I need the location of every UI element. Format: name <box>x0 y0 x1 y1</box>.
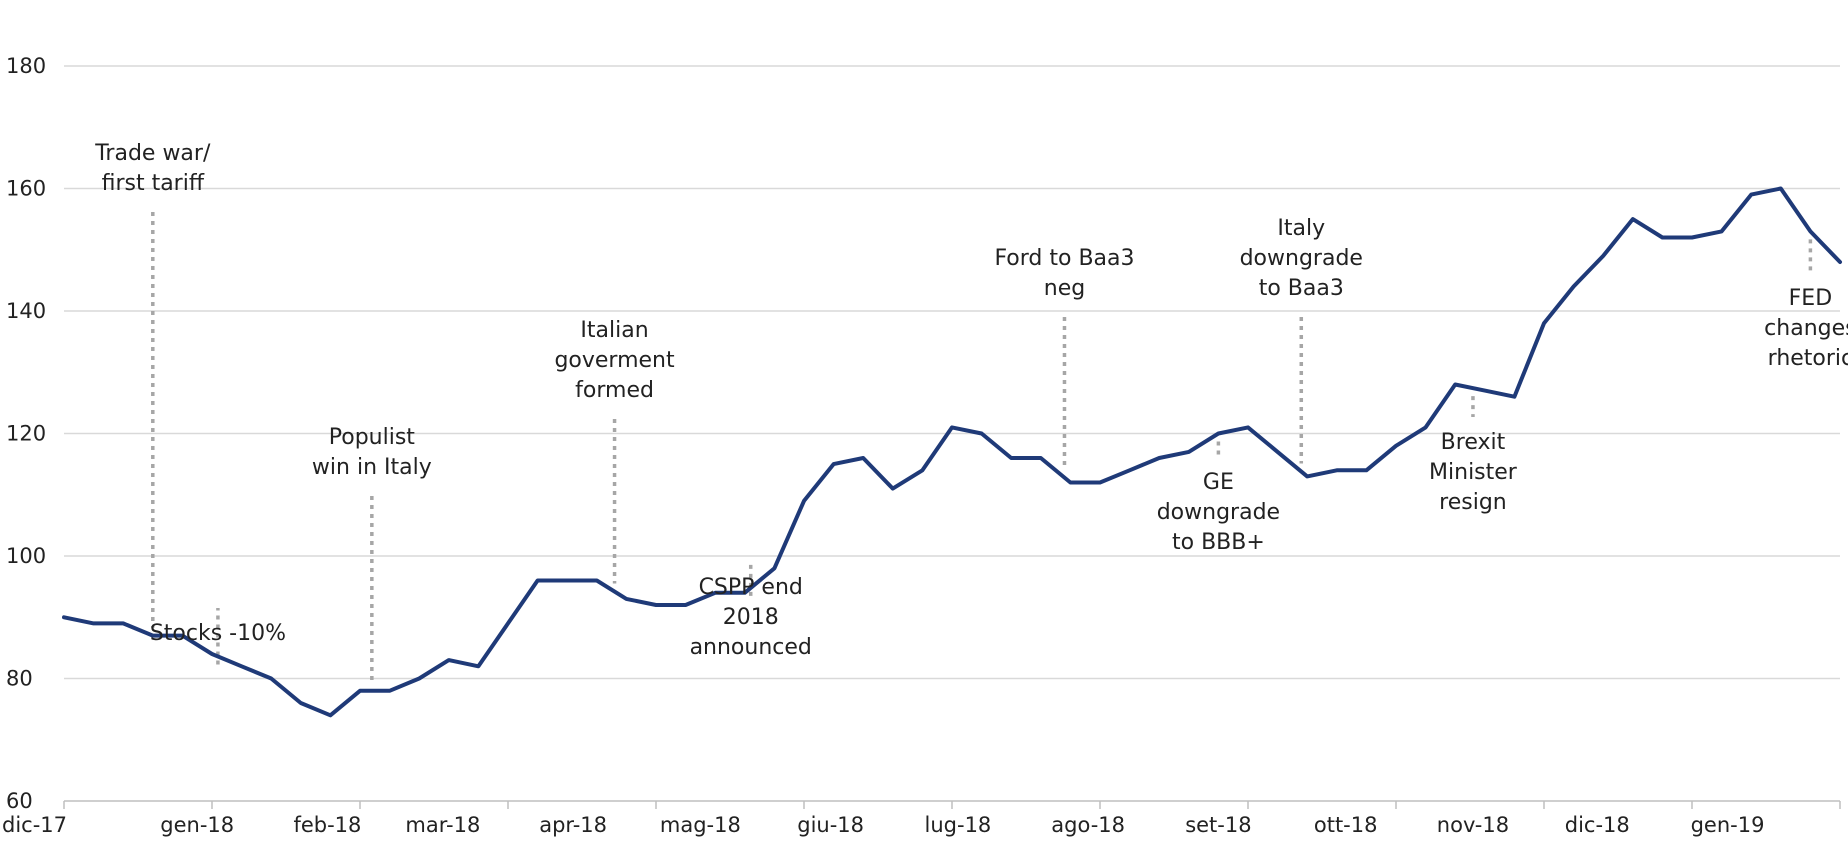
annotation-label: neg <box>1044 276 1085 301</box>
annotation-label: Minister <box>1429 460 1518 485</box>
annotation-label: rhetoric <box>1768 346 1848 371</box>
annotation-label: changes <box>1764 316 1848 341</box>
x-tick-label-ago-18: ago-18 <box>1051 813 1125 837</box>
x-tick-label-dic-18: dic-18 <box>1565 813 1630 837</box>
x-tick-label-mag-18: mag-18 <box>660 813 741 837</box>
x-tick-label-ott-18: ott-18 <box>1314 813 1378 837</box>
x-tick-label-giu-18: giu-18 <box>797 813 864 837</box>
y-tick-label-100: 100 <box>6 544 46 568</box>
annotation-label: announced <box>690 635 812 660</box>
annotation-label: first tariff <box>102 171 205 196</box>
gridlines <box>64 65 1840 680</box>
x-tick-label-nov-18: nov-18 <box>1437 813 1509 837</box>
annotation-label: Italian <box>580 318 648 343</box>
annotation-label: 2018 <box>723 605 779 630</box>
annotation-label: Stocks -10% <box>150 621 286 646</box>
annotation-label: GE <box>1203 470 1234 495</box>
annotation-label: Ford to Baa3 <box>994 246 1134 271</box>
x-tick-label-gen-18: gen-18 <box>160 813 234 837</box>
y-tick-label-180: 180 <box>6 54 46 78</box>
annotation-label: Brexit <box>1441 430 1506 455</box>
x-tick-label-apr-18: apr-18 <box>539 813 607 837</box>
annotation-label: Populist <box>329 425 416 450</box>
y-axis-ticks: 60 80 100 120 140 160 180 <box>6 54 46 813</box>
x-tick-label-lug-18: lug-18 <box>925 813 992 837</box>
annotation-label: to BBB+ <box>1172 530 1265 555</box>
annotation-label: FED <box>1789 286 1833 311</box>
annotation-label: Trade war/ <box>94 141 211 166</box>
y-tick-label-80: 80 <box>6 667 33 691</box>
annotation-label: resign <box>1439 490 1507 515</box>
annotation-label: formed <box>575 378 654 403</box>
series-layer <box>62 186 1842 718</box>
annotations: Trade war/first tariff Stocks -10% Populis… <box>94 141 1848 660</box>
series-line <box>62 186 1842 718</box>
x-tick-label-feb-18: feb-18 <box>293 813 361 837</box>
y-tick-label-60: 60 <box>6 789 33 813</box>
y-tick-label-140: 140 <box>6 299 46 323</box>
annotation-label: Italy <box>1277 216 1325 241</box>
x-tick-label-mar-18: mar-18 <box>405 813 480 837</box>
annotation-label: downgrade <box>1240 246 1363 271</box>
annotation-label: goverment <box>554 348 675 373</box>
x-tick-label-set-18: set-18 <box>1185 813 1251 837</box>
annotation-label: to Baa3 <box>1259 276 1344 301</box>
annotation-label: CSPP end <box>699 575 803 600</box>
y-tick-label-120: 120 <box>6 422 46 446</box>
x-axis <box>63 800 1841 809</box>
y-tick-label-160: 160 <box>6 177 46 201</box>
annotation-label: win in Italy <box>312 455 432 480</box>
annotation-label: downgrade <box>1157 500 1280 525</box>
x-tick-label-gen-19: gen-19 <box>1691 813 1765 837</box>
x-tick-label-dic-17: dic-17 <box>2 813 67 837</box>
x-axis-ticks: dic-17 gen-18 feb-18 mar-18 apr-18 mag-18 giu-… <box>2 813 1764 837</box>
annotation-leaders <box>151 212 1813 683</box>
